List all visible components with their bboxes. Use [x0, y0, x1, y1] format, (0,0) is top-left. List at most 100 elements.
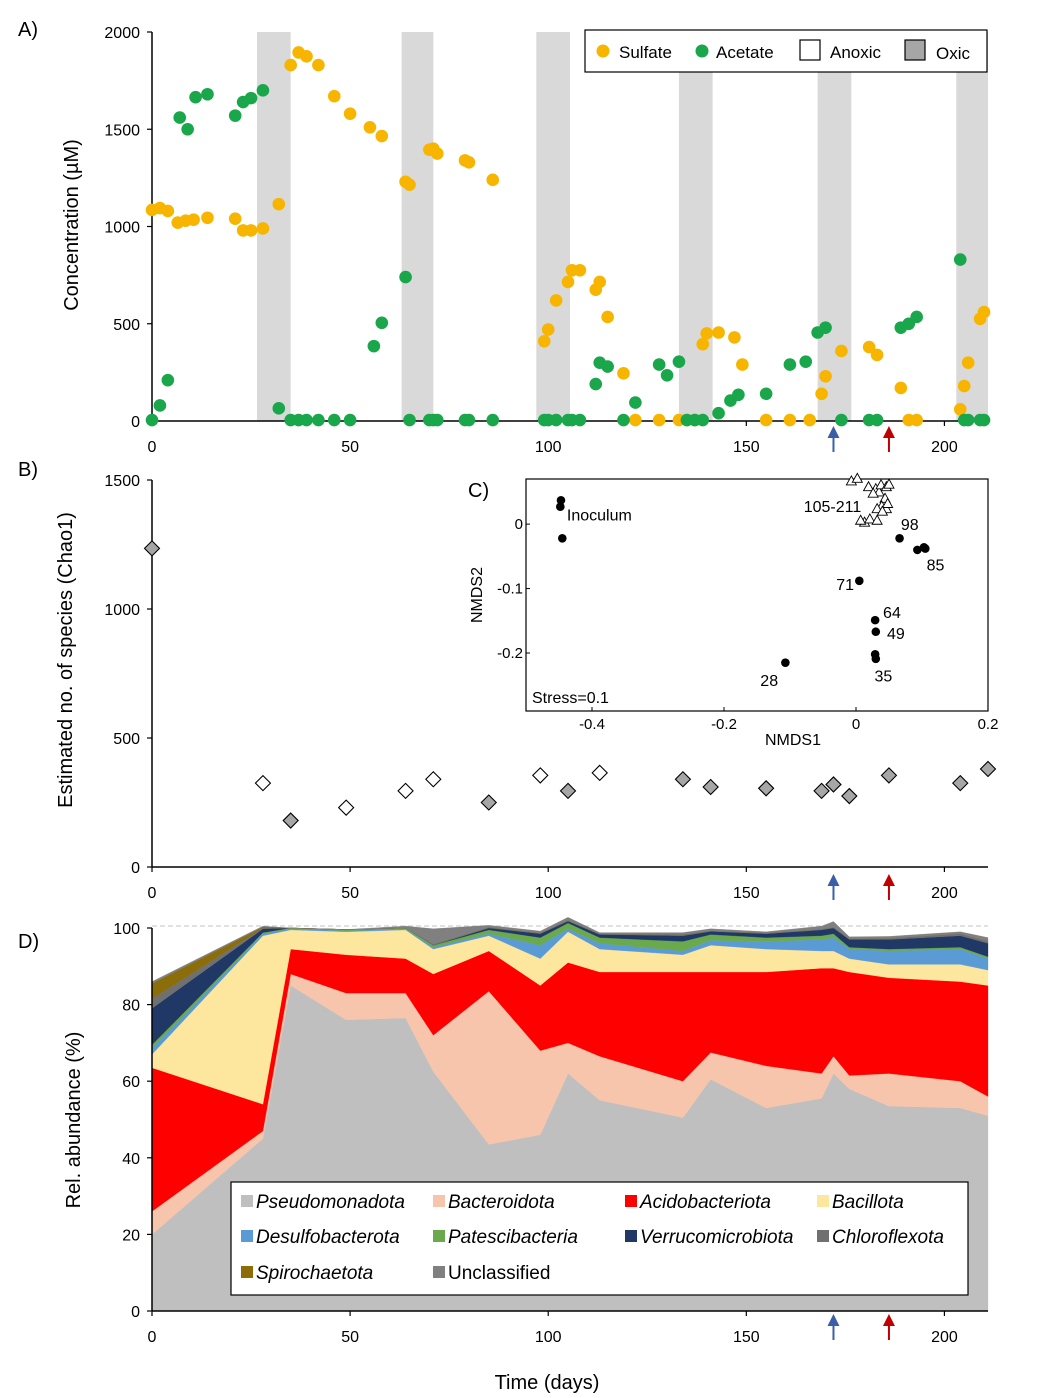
chao1-point-oxic [480, 794, 498, 811]
panel-c-points [556, 472, 930, 667]
legend-swatch-desulfobacterota [241, 1230, 253, 1242]
c-x-tick-label: 0 [852, 716, 860, 733]
panel-b-axes: 0 50 100 150 200 0 500 1000 1500 [104, 473, 988, 902]
a-y-tick-label: 2000 [104, 25, 140, 42]
nmds-label: 35 [874, 669, 892, 686]
sulfate-point [652, 413, 666, 427]
b-x-tick-label: 0 [148, 885, 157, 902]
legend-swatch-acidobacteriota [625, 1195, 637, 1207]
panel-a-label: A) [18, 19, 38, 41]
nmds-label: 98 [901, 517, 919, 534]
chao1-point-oxic [757, 780, 775, 797]
nmds-filled-point [556, 502, 565, 512]
legend-label-acidobacteriota: Acidobacteriota [639, 1192, 771, 1213]
panel-a-points [145, 46, 991, 427]
panel-c-axes: -0.4 -0.2 0 0.2 0 -0.1 -0.2 [497, 516, 998, 733]
sulfate-point [736, 358, 749, 371]
sulfate-point [272, 197, 286, 211]
acetate-point [573, 413, 587, 427]
nmds-open-point [883, 478, 895, 489]
a-y-tick-label: 1500 [104, 122, 140, 139]
d-x-tick-label: 100 [535, 1329, 562, 1346]
panel-c-frame [525, 478, 989, 712]
sulfate-point [629, 413, 642, 427]
nmds-open-point [854, 514, 867, 525]
sulfate-point [953, 403, 967, 416]
chao1-point-oxic [143, 540, 161, 557]
d-x-tick-label: 150 [733, 1329, 760, 1346]
sulfate-point [977, 305, 991, 319]
c-x-tick-label: 0.2 [978, 716, 999, 733]
acetate-point [617, 413, 630, 427]
nmds-open-point [851, 472, 864, 483]
acetate-point [181, 122, 194, 136]
sulfate-point [300, 50, 313, 63]
nmds-label: 49 [887, 626, 905, 643]
sulfate-point [712, 326, 725, 339]
nmds-open-point [876, 505, 889, 516]
acetate-point [399, 270, 412, 284]
panel-a-arrows [827, 426, 895, 452]
acetate-point [161, 373, 175, 387]
oxic-band [536, 32, 570, 421]
c-y-tick-label: -0.2 [497, 645, 523, 662]
legend-label-chloroflexota: Chloroflexota [832, 1227, 944, 1248]
nmds-filled-point [913, 545, 922, 555]
nmds-filled-point [871, 654, 881, 664]
acetate-point [173, 111, 187, 124]
sulfate-point [819, 369, 832, 383]
sulfate-point [835, 344, 848, 358]
acetate-point [672, 355, 686, 368]
legend-swatch-chloroflexota [817, 1230, 829, 1242]
d-x-tick-label: 200 [931, 1329, 958, 1346]
sulfate-point [228, 212, 242, 226]
chao1-point-anoxic [591, 764, 608, 782]
d-y-tick-label: 60 [122, 1074, 140, 1091]
oxic-band [678, 32, 713, 421]
panel-a-ylabel: Concentration (µM) [61, 139, 83, 311]
acetate-point [430, 413, 444, 427]
panel-b-label: B) [18, 459, 38, 481]
nmds-label: 105-211 [804, 499, 862, 516]
acetate-point [652, 358, 666, 371]
sulfate-point [617, 367, 630, 380]
legend-swatch-unclassified [433, 1266, 445, 1278]
chao1-point-oxic [282, 812, 299, 829]
b-x-tick-label: 100 [535, 885, 562, 902]
sulfate-point [593, 275, 607, 289]
nmds-label: Inoculum [567, 507, 632, 524]
sulfate-point [363, 121, 377, 134]
legend-label-pseudomonadota: Pseudomonadota [256, 1192, 405, 1213]
sulfate-point [759, 413, 773, 427]
chao1-point-anoxic [397, 782, 414, 800]
b-x-tick-label: 150 [733, 885, 760, 902]
nmds-filled-point [781, 658, 790, 667]
acetate-point [783, 358, 797, 371]
chao1-point-oxic [813, 782, 830, 800]
acetate-point [961, 413, 975, 427]
sulfate-point [573, 263, 587, 277]
panel-b-arrows [827, 874, 895, 900]
stress-annotation: Stress=0.1 [532, 690, 609, 707]
chao1-point-oxic [979, 760, 997, 778]
sulfate-point [486, 173, 500, 187]
d-x-tick-label: 50 [341, 1329, 359, 1346]
acetate-point [486, 413, 500, 427]
nmds-label: 85 [927, 558, 945, 575]
acetate-point [953, 253, 967, 266]
acetate-point [870, 413, 884, 427]
oxic-band [817, 32, 852, 421]
acetate-point [201, 87, 214, 101]
panel-b-ylabel: Estimated no. of species (Chao1) [55, 512, 77, 808]
legend-label-desulfobacterota: Desulfobacterota [256, 1227, 400, 1248]
legend-sulfate-marker [596, 44, 610, 58]
legend-swatch-pseudomonadota [241, 1195, 253, 1207]
panel-b-points [143, 540, 997, 829]
acetate-point [256, 84, 270, 97]
acetate-point [819, 321, 832, 334]
d-y-tick-label: 20 [122, 1227, 140, 1244]
sulfate-point [312, 58, 325, 72]
sulfate-point [244, 224, 258, 237]
